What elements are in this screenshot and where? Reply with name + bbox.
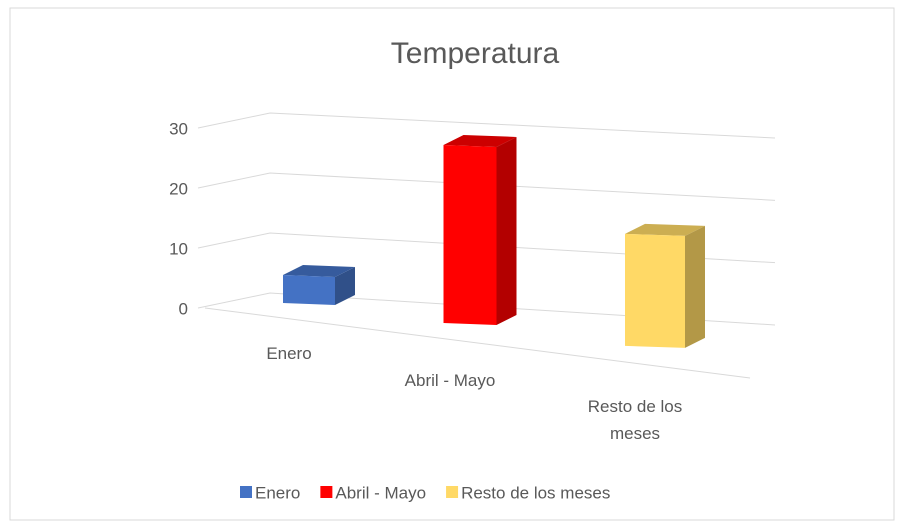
- bar-side: [335, 267, 355, 305]
- grid-line: [197, 292, 776, 326]
- legend-swatch: [320, 486, 333, 498]
- y-tick-label: 0: [179, 299, 188, 318]
- y-tick-label: 10: [169, 239, 188, 258]
- legend-label: Enero: [255, 483, 300, 502]
- grid-line: [197, 172, 776, 201]
- bar-top: [625, 223, 705, 236]
- bar-side: [685, 225, 705, 348]
- grid-line: [197, 232, 776, 264]
- grid-line: [197, 112, 776, 139]
- legend-swatch: [446, 486, 459, 498]
- bar: [443, 144, 497, 325]
- legend-swatch: [240, 486, 252, 498]
- x-tick-label: Abril - Mayo: [404, 371, 496, 390]
- y-tick-label: 30: [169, 119, 188, 138]
- chart-title: Temperatura: [391, 37, 560, 70]
- bar: [283, 275, 335, 305]
- x-tick-label: Enero: [266, 344, 312, 363]
- bar-top: [283, 265, 355, 277]
- x-tick-label: Resto de los meses: [587, 397, 683, 443]
- legend-label: Abril - Mayo: [335, 483, 426, 502]
- floor-edge: [204, 307, 751, 379]
- y-tick-label: 20: [169, 179, 188, 198]
- bar-side: [496, 136, 517, 325]
- legend-label: Resto de los meses: [461, 483, 610, 502]
- bar: [625, 233, 685, 348]
- bar-top: [443, 134, 517, 147]
